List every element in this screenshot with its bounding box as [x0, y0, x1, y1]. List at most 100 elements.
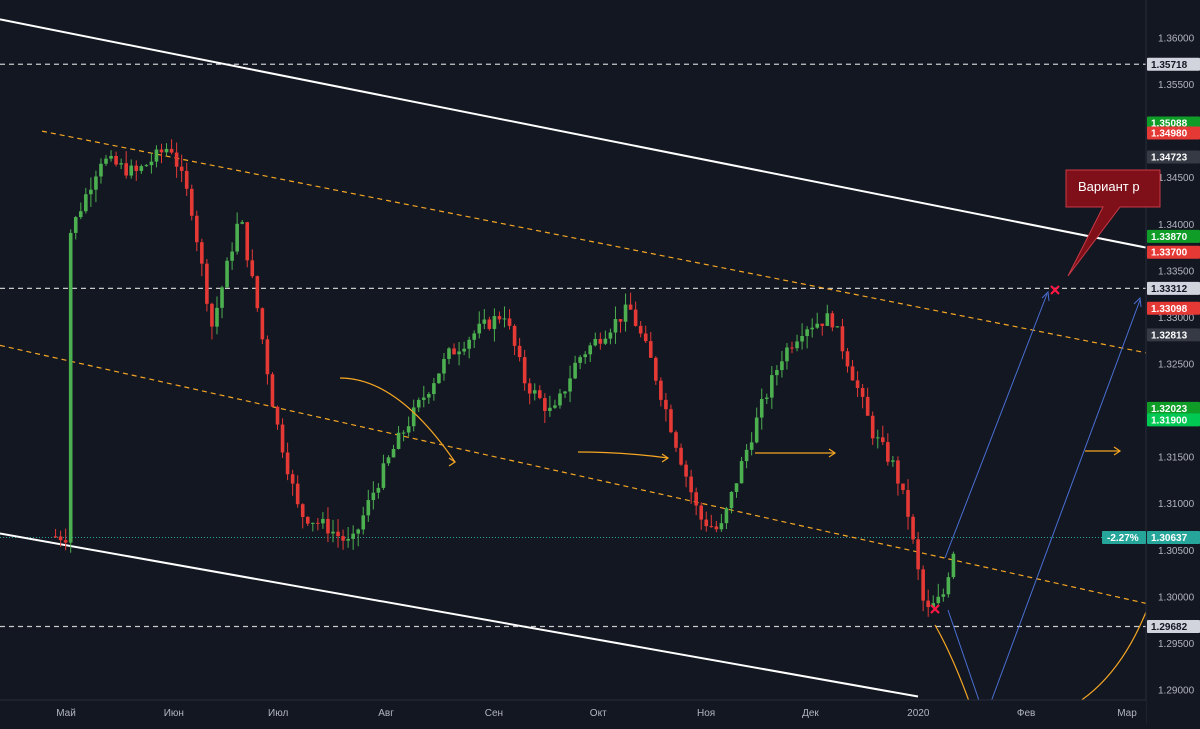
candle-body [250, 260, 255, 277]
candle-body [553, 405, 557, 408]
time-axis[interactable]: Май Июн Июл Авг Сен Окт Ноя Дек 2020 Фев Мар [0, 699, 1146, 724]
price-tag-3-bg [1147, 229, 1200, 243]
arrow-head-1 [661, 453, 670, 463]
level-tag-1-bg [1147, 281, 1200, 295]
projection-arrow-1 [577, 451, 669, 459]
candle-body [744, 449, 749, 462]
candle-body [613, 319, 618, 333]
price-tag-0: 1.35088 [1151, 118, 1188, 129]
price-tag-4-bg [1147, 245, 1200, 259]
candle-body [129, 165, 134, 176]
candle-body [94, 176, 98, 190]
candle-body [487, 319, 492, 329]
price-axis[interactable]: 1.360001.355001.350001.345001.340001.335… [1102, 0, 1200, 724]
candle-body [850, 366, 855, 381]
candle-body [245, 222, 250, 261]
trend-lines [0, 18, 1147, 698]
x-tick-label: Май [56, 708, 76, 719]
candle-body [260, 308, 265, 340]
channel-lower-line [0, 532, 919, 698]
candle-body [880, 437, 885, 443]
candle-body [225, 260, 229, 288]
candle-body [295, 483, 300, 505]
candle-body [366, 500, 371, 516]
candle-body [184, 170, 189, 189]
candle-body [800, 336, 804, 342]
target-cross-1 [930, 604, 940, 614]
candle-body [235, 223, 239, 252]
candle-body [336, 531, 340, 537]
projection-arrowhead-1 [1041, 290, 1050, 302]
candle-body [240, 222, 244, 224]
candle-body [401, 432, 406, 434]
candle-body [810, 327, 814, 330]
candle-body [739, 461, 744, 484]
change-badge: -2.27% [1107, 533, 1139, 544]
candle-body [532, 390, 537, 394]
candle-body [447, 348, 451, 359]
candle-body [775, 370, 779, 376]
candle-body [84, 194, 88, 212]
y-tick-label: 1.29500 [1158, 639, 1195, 650]
price-tag-2: 1.34723 [1151, 152, 1188, 163]
candle-body [119, 163, 123, 165]
candle-body [568, 378, 572, 392]
price-tag-4: 1.33700 [1151, 248, 1188, 259]
candle-body [669, 409, 673, 433]
level-tag-1: 1.33312 [1151, 284, 1188, 295]
candle-body [230, 251, 234, 261]
candle-body [361, 515, 366, 530]
candle-body [149, 161, 154, 166]
candle-body [543, 398, 547, 411]
level-tag-2: 1.29682 [1151, 622, 1188, 633]
candle-body [200, 242, 204, 264]
candle-body [664, 399, 668, 410]
candle-body [608, 332, 613, 339]
candle-body [275, 406, 280, 425]
time-axis-bg [0, 700, 1146, 724]
arrow-head-3 [1113, 446, 1122, 456]
price-tag-3: 1.33870 [1151, 232, 1188, 243]
candle-body [512, 325, 517, 346]
candle-body [527, 383, 532, 394]
candle-body [598, 338, 603, 344]
candle-body [104, 158, 108, 164]
candle-body [548, 407, 552, 411]
candle-body [285, 452, 290, 475]
candle-body [684, 464, 688, 477]
candle-body [860, 388, 865, 397]
candle-body [99, 163, 103, 177]
candle-body [926, 600, 930, 608]
candle-body [593, 338, 598, 346]
candle-body [674, 432, 678, 448]
candle-body [341, 536, 345, 541]
candle-body [906, 490, 910, 517]
candle-body [386, 457, 391, 464]
candle-body [210, 303, 214, 327]
y-tick-label: 1.30500 [1158, 546, 1195, 557]
candle-body [270, 374, 275, 407]
projection-line-1 [944, 293, 1048, 559]
candle-body [916, 539, 920, 570]
x-tick-label: Дек [802, 708, 819, 719]
current-price-tag-bg [1147, 531, 1200, 545]
candle-body [845, 351, 850, 367]
candle-body [764, 397, 769, 399]
candle-body [452, 348, 456, 355]
candle-body [109, 155, 113, 159]
arrow-head-2 [828, 448, 837, 458]
candle-body [376, 487, 381, 493]
y-tick-label: 1.34500 [1158, 173, 1195, 184]
midline-upper [41, 130, 1147, 354]
candle-body [457, 351, 461, 355]
price-tag-8-bg [1147, 413, 1200, 427]
candle-body [709, 526, 714, 528]
candle-body [714, 526, 719, 530]
candle-body [396, 432, 401, 449]
annotation-callout [1065, 169, 1161, 277]
candle-body [316, 522, 320, 524]
x-tick-label: Окт [590, 708, 607, 719]
